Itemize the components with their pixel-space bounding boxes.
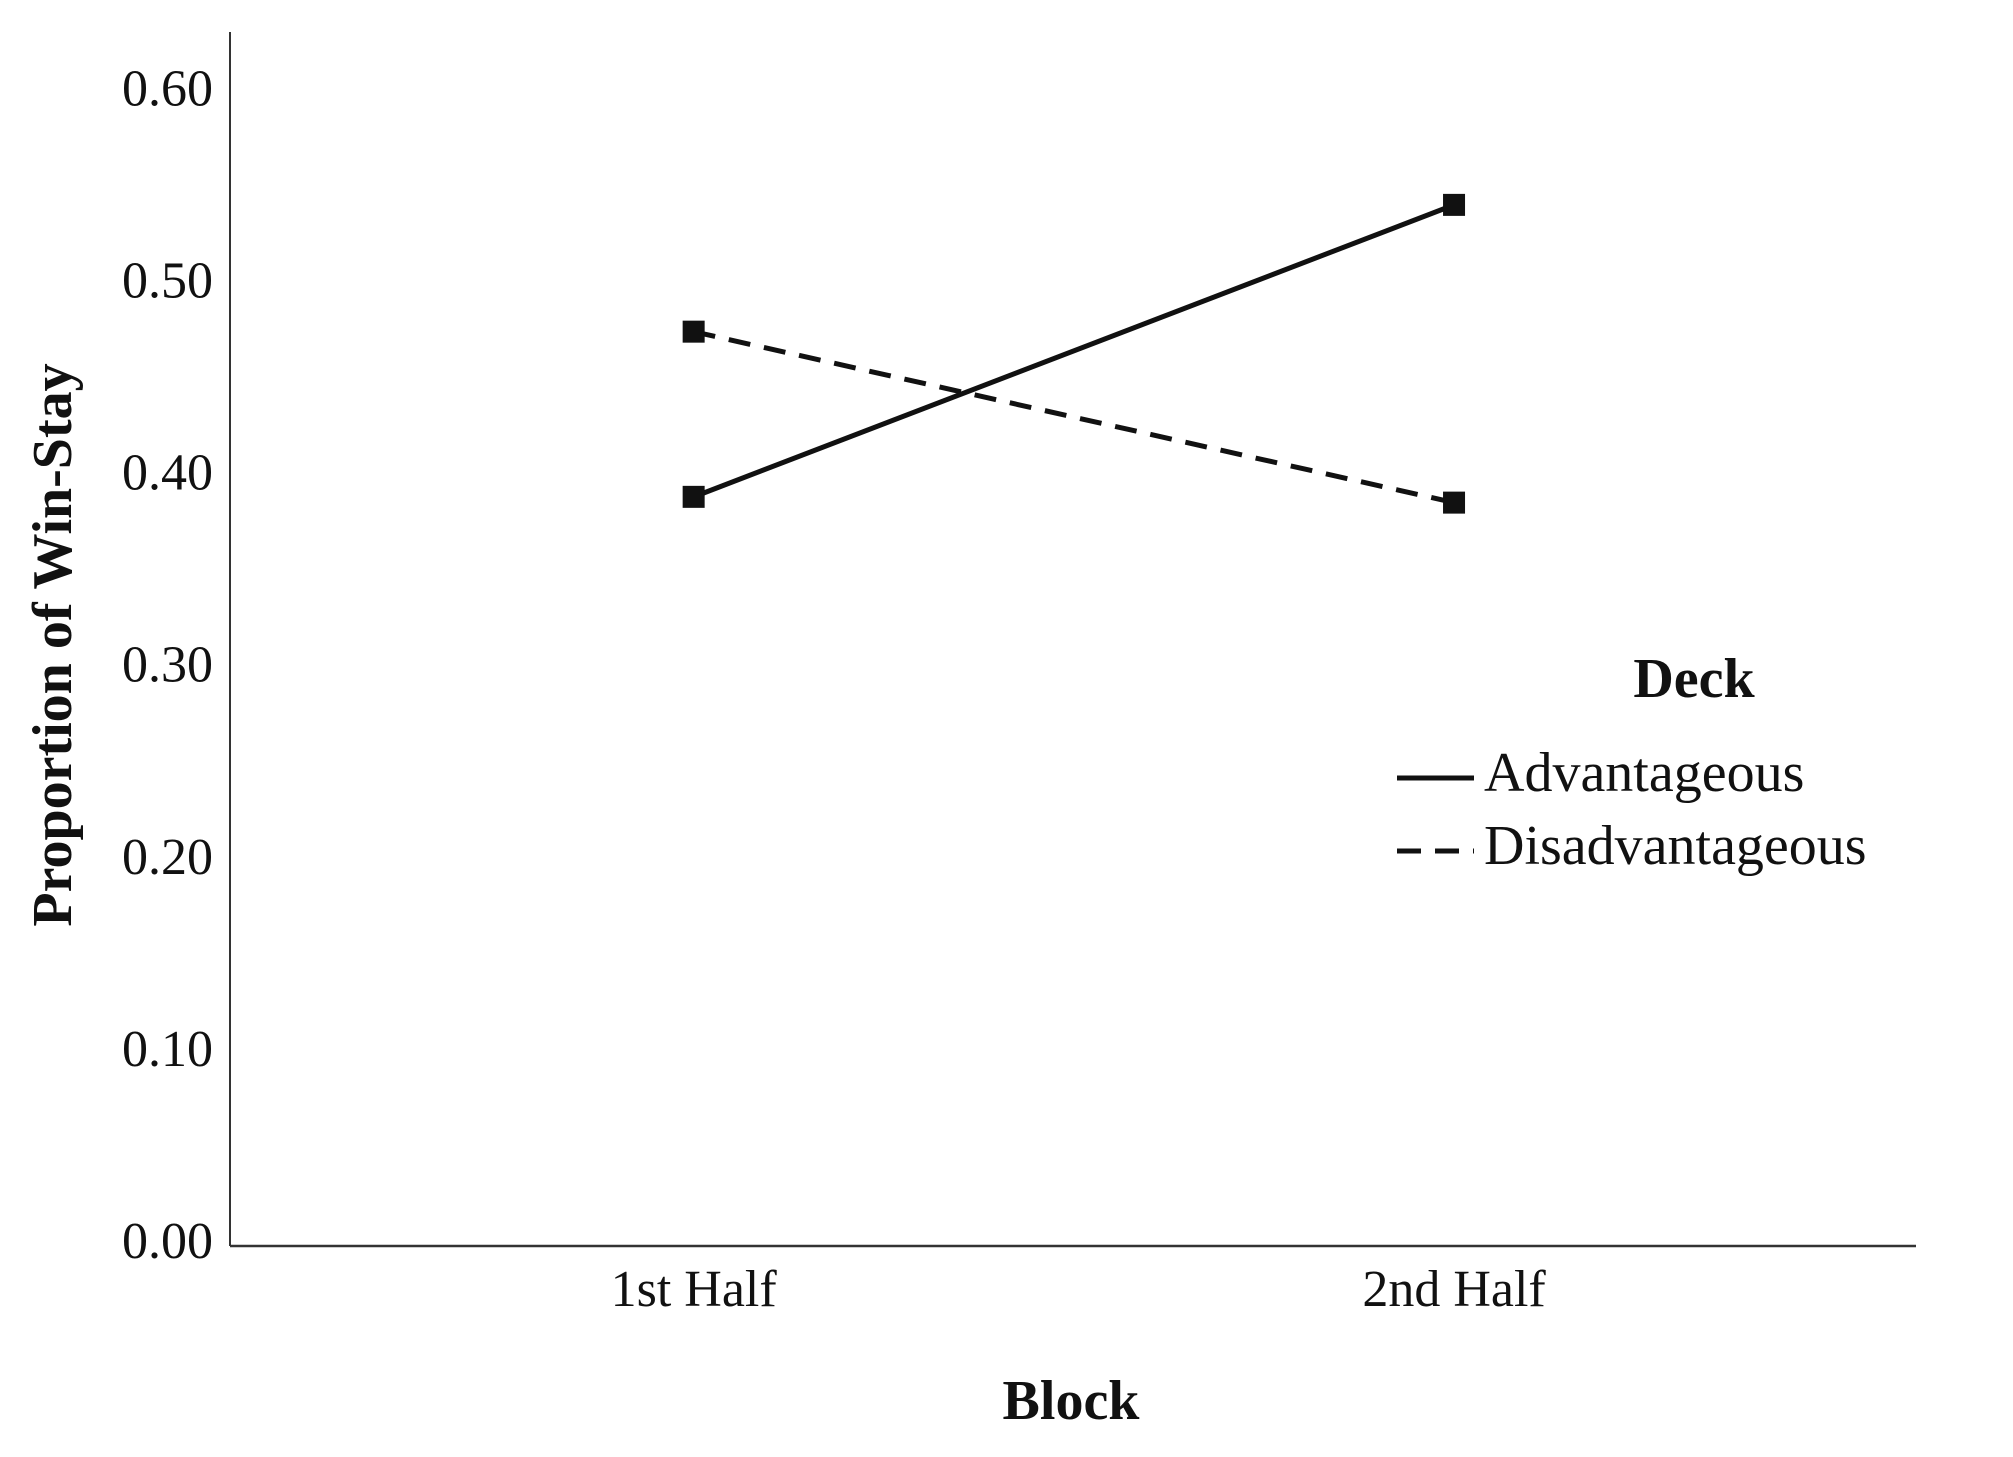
point-marker: [1443, 193, 1466, 216]
y-tick-label: 0.50: [122, 252, 213, 309]
point-marker: [682, 320, 705, 343]
point-marker: [682, 485, 705, 508]
x-tick-label: 2nd Half: [1362, 1261, 1546, 1318]
series-line: [692, 202, 1455, 500]
y-tick-label: 0.10: [122, 1021, 213, 1078]
x-tick-label: 1st Half: [611, 1261, 778, 1318]
legend-label: Advantageous: [1484, 742, 1804, 804]
y-tick-label: 0.20: [122, 829, 213, 886]
y-tick-label: 0.30: [122, 637, 213, 694]
y-tick-label: 0.00: [122, 1213, 213, 1270]
y-tick-label: 0.40: [122, 445, 213, 502]
y-axis-title: Proportion of Win-Stay: [22, 363, 84, 926]
x-axis-title: Block: [1003, 1370, 1141, 1432]
legend-label: Disadvantageous: [1484, 815, 1867, 877]
point-marker: [1443, 491, 1466, 514]
series-line: [693, 329, 1455, 506]
y-tick-label: 0.60: [122, 60, 213, 117]
legend-title: Deck: [1633, 648, 1755, 710]
